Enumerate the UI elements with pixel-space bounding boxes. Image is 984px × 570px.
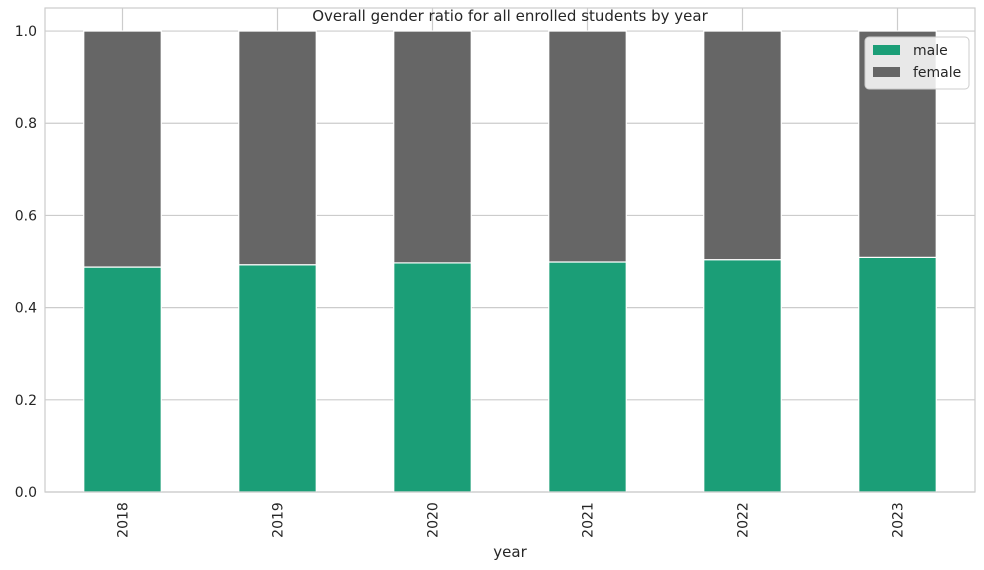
x-tick-label: 2023 bbox=[891, 502, 907, 538]
bar-male-2018 bbox=[83, 266, 162, 493]
legend-label-male: male bbox=[913, 43, 948, 59]
bar-female-2022 bbox=[703, 30, 782, 261]
bar-male-2023 bbox=[858, 256, 937, 493]
y-tick-label: 0.0 bbox=[15, 485, 37, 501]
y-tick-label: 1.0 bbox=[15, 24, 37, 40]
y-tick-label: 0.8 bbox=[15, 116, 37, 132]
x-tick-label: 2020 bbox=[426, 502, 442, 538]
x-tick-labels: 2018 2019 2020 2021 2022 2023 bbox=[116, 502, 907, 538]
x-tick-label: 2022 bbox=[736, 502, 752, 538]
y-tick-label: 0.4 bbox=[15, 301, 37, 317]
bars bbox=[83, 30, 937, 493]
bar-male-2022 bbox=[703, 259, 782, 493]
x-tick-label: 2019 bbox=[271, 502, 287, 538]
bar-male-2019 bbox=[238, 264, 317, 493]
y-tick-label: 0.6 bbox=[15, 208, 37, 224]
legend: male female bbox=[864, 36, 970, 90]
legend-swatch-male bbox=[873, 45, 900, 55]
bar-female-2021 bbox=[548, 30, 627, 263]
legend-label-female: female bbox=[913, 65, 961, 81]
bar-female-2019 bbox=[238, 30, 317, 266]
bar-male-2020 bbox=[393, 262, 472, 493]
chart-title: Overall gender ratio for all enrolled st… bbox=[312, 7, 708, 25]
x-tick-label: 2021 bbox=[581, 502, 597, 538]
y-tick-labels: 0.0 0.2 0.4 0.6 0.8 1.0 bbox=[15, 24, 37, 501]
bar-male-2021 bbox=[548, 261, 627, 493]
legend-swatch-female bbox=[873, 67, 900, 77]
bar-female-2020 bbox=[393, 30, 472, 264]
x-tick-label: 2018 bbox=[116, 502, 132, 538]
bar-female-2018 bbox=[83, 30, 162, 268]
plot-frame bbox=[44, 7, 976, 493]
y-tick-label: 0.2 bbox=[15, 393, 37, 409]
x-axis-label: year bbox=[493, 543, 527, 561]
